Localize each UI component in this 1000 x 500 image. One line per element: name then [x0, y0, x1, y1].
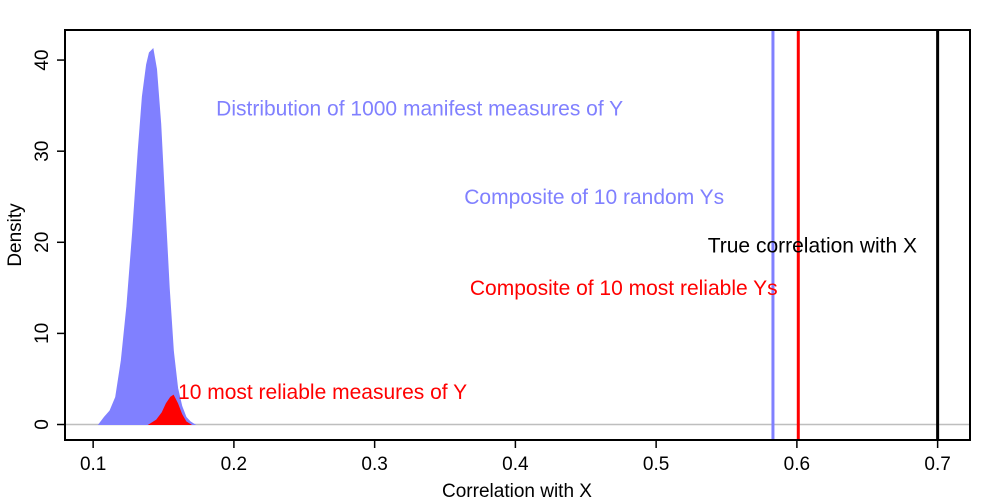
x-tick-label: 0.3: [361, 454, 387, 475]
x-axis-title: Correlation with X: [442, 481, 592, 500]
annotation-label: Composite of 10 random Ys: [464, 186, 724, 209]
y-tick-label: 10: [32, 323, 53, 344]
y-axis-title: Density: [5, 203, 26, 267]
x-tick-label: 0.5: [643, 454, 669, 475]
x-tick-label: 0.7: [924, 454, 950, 475]
y-tick-label: 30: [32, 141, 53, 162]
y-tick-label: 20: [32, 232, 53, 253]
annotation-label: True correlation with X: [708, 234, 917, 257]
y-tick-label: 40: [32, 50, 53, 71]
plot-frame: [64, 29, 971, 441]
annotation-label: 10 most reliable measures of Y: [178, 381, 467, 404]
density-area-manifest-measures: [97, 48, 197, 425]
annotation-label: Distribution of 1000 manifest measures o…: [216, 98, 623, 121]
y-tick-label: 0: [32, 419, 53, 430]
annotation-label: Composite of 10 most reliable Ys: [470, 277, 778, 300]
x-tick-label: 0.2: [221, 454, 247, 475]
x-tick-label: 0.4: [502, 454, 529, 475]
density-area-reliable-measures: [147, 394, 193, 425]
x-tick-label: 0.6: [784, 454, 810, 475]
x-tick-label: 0.1: [80, 454, 106, 475]
